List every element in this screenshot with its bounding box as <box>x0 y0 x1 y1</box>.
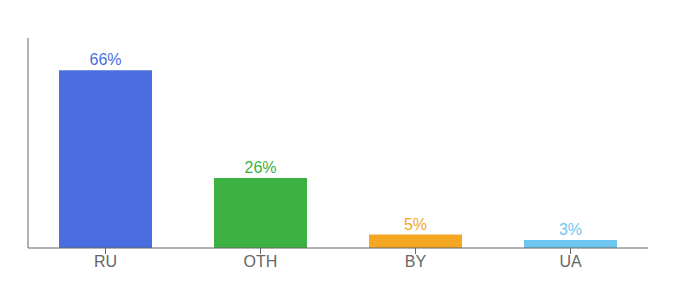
svg-text:RU: RU <box>94 253 117 270</box>
svg-text:66%: 66% <box>89 51 121 68</box>
svg-text:OTH: OTH <box>244 253 278 270</box>
svg-text:UA: UA <box>559 253 582 270</box>
svg-text:26%: 26% <box>244 159 276 176</box>
svg-text:5%: 5% <box>404 216 427 233</box>
svg-text:BY: BY <box>405 253 427 270</box>
svg-text:3%: 3% <box>559 221 582 238</box>
